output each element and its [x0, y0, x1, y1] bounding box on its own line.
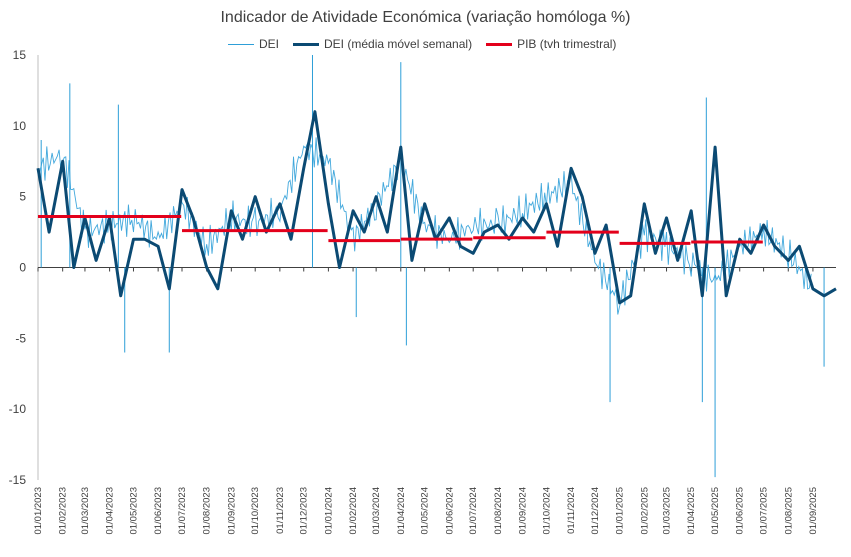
series-dei-moving-average — [36, 110, 837, 305]
x-tick-label: 01/03/2023 — [80, 487, 91, 535]
x-tick-label: 01/09/2025 — [808, 487, 819, 535]
x-tick-label: 01/06/2023 — [153, 487, 164, 535]
legend-item-dei-mm: DEI (média móvel semanal) — [293, 37, 472, 51]
x-tick-label: 01/03/2024 — [371, 487, 382, 535]
legend-swatch-pib — [486, 42, 513, 46]
x-tick-label: 01/05/2024 — [420, 487, 431, 535]
x-tick-label: 01/07/2024 — [468, 487, 479, 535]
x-tick-label: 01/01/2023 — [33, 487, 44, 535]
dei-line — [37, 137, 812, 315]
y-tick-label: -5 — [15, 331, 26, 345]
y-tick-label: -15 — [9, 473, 27, 487]
x-tick-label: 01/08/2023 — [202, 487, 213, 535]
legend-item-dei: DEI — [228, 37, 279, 51]
x-tick-label: 01/05/2023 — [128, 487, 139, 535]
x-tick-label: 01/02/2025 — [639, 487, 650, 535]
x-tick-label: 01/11/2023 — [275, 487, 286, 534]
x-tick-label: 01/12/2024 — [590, 487, 601, 535]
x-axis: 01/01/2023 01/02/2023 01/03/2023 01/04/2023… — [33, 267, 836, 535]
x-tick-label: 01/10/2023 — [250, 487, 261, 535]
y-tick-label: 0 — [19, 261, 26, 275]
x-tick-label: 01/09/2024 — [518, 487, 529, 535]
y-tick-label: 15 — [13, 48, 27, 62]
legend-label-pib: PIB (tvh trimestral) — [517, 37, 617, 51]
y-tick-label: 5 — [19, 190, 26, 204]
x-tick-label: 01/02/2024 — [348, 487, 359, 535]
x-tick-label: 01/04/2023 — [105, 487, 116, 535]
y-axis: 15 10 5 0 -5 -10 -15 — [9, 48, 39, 487]
y-tick-label: -10 — [9, 402, 27, 416]
legend-swatch-dei-mm — [293, 42, 320, 46]
x-tick-label: 01/06/2025 — [735, 487, 746, 535]
x-tick-label: 01/04/2024 — [396, 487, 407, 535]
x-tick-label: 01/03/2025 — [662, 487, 673, 535]
dei-mm-line — [36, 110, 837, 305]
x-tick-label: 01/01/2025 — [615, 487, 626, 535]
x-tick-label: 01/10/2024 — [541, 487, 552, 535]
legend-swatch-dei — [228, 43, 254, 45]
x-tick-label: 01/01/2024 — [323, 487, 334, 535]
x-tick-label: 01/07/2023 — [177, 487, 188, 535]
x-tick-label: 01/06/2024 — [444, 487, 455, 535]
x-tick-label: 01/08/2024 — [493, 487, 504, 535]
chart-title: Indicador de Atividade Económica (variaç… — [220, 9, 631, 26]
legend-label-dei-mm: DEI (média móvel semanal) — [324, 37, 473, 51]
x-tick-label: 01/12/2023 — [299, 487, 310, 535]
legend-item-pib: PIB (tvh trimestral) — [486, 37, 616, 51]
x-tick-label: 01/11/2024 — [566, 487, 577, 534]
x-tick-label: 01/04/2025 — [686, 487, 697, 535]
y-tick-label: 10 — [13, 119, 27, 133]
series-pib — [38, 215, 763, 245]
chart-legend: DEI DEI (média móvel semanal) PIB (tvh t… — [228, 37, 630, 51]
x-tick-label: 01/02/2023 — [58, 487, 69, 535]
x-tick-label: 01/09/2023 — [226, 487, 237, 535]
x-tick-label: 01/08/2025 — [783, 487, 794, 535]
x-tick-label: 01/05/2025 — [710, 487, 721, 535]
x-tick-label: 01/07/2025 — [759, 487, 770, 535]
legend-label-dei: DEI — [259, 37, 280, 51]
